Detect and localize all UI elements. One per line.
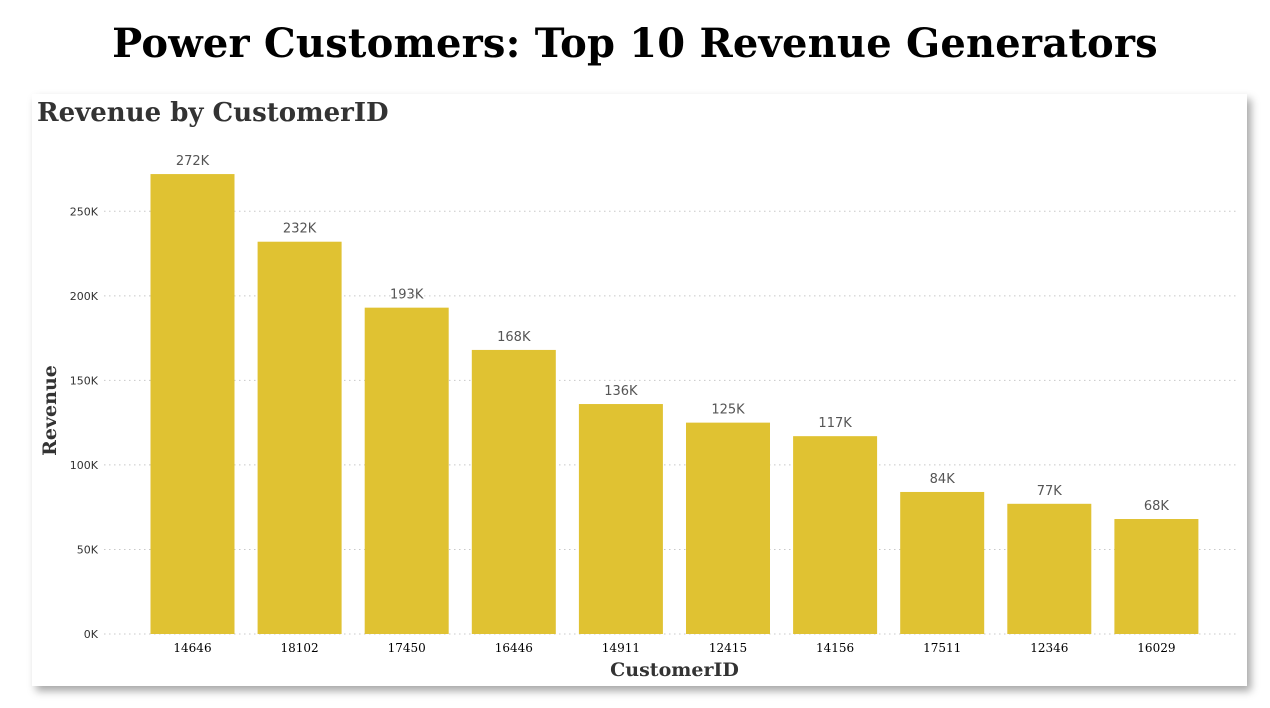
bar-14156[interactable]: [793, 436, 878, 634]
data-label: 77K: [1037, 484, 1063, 499]
y-tick-label: 150K: [70, 374, 99, 387]
bar-12415[interactable]: [686, 422, 770, 634]
y-tick-label: 100K: [70, 459, 99, 472]
bar-14911[interactable]: [578, 404, 663, 634]
x-axis-ticks: 14646 18102 17450 16446 14911 12415 14156 17511…: [173, 641, 1175, 655]
x-tick-label: 12346: [1030, 641, 1068, 655]
x-tick-label: 14156: [816, 641, 854, 655]
data-label: 125K: [711, 403, 745, 418]
bar-14646[interactable]: [150, 174, 235, 634]
bars: [150, 174, 1199, 634]
x-tick-label: 17511: [923, 641, 961, 655]
data-label: 84K: [930, 472, 956, 487]
bar-16446[interactable]: [471, 349, 556, 634]
bar-16029[interactable]: [1114, 519, 1199, 634]
bar-17450[interactable]: [364, 307, 449, 634]
bar-12346[interactable]: [1007, 503, 1092, 634]
data-labels: 272K 232K 193K 168K 136K 125K 117K 84K 77K 68K: [176, 154, 1170, 514]
bar-18102[interactable]: [257, 241, 342, 634]
data-label: 168K: [497, 330, 531, 345]
data-label: 272K: [176, 154, 210, 169]
data-label: 136K: [604, 384, 638, 399]
x-axis-title: CustomerID: [610, 659, 739, 681]
y-axis-ticks: 0K 50K 100K 150K 200K 250K: [70, 205, 99, 641]
bar-chart: 0K 50K 100K 150K 200K 250K 272K 232K 193K 168K 13…: [39, 154, 1239, 681]
x-tick-label: 12415: [709, 641, 747, 655]
x-tick-label: 18102: [281, 641, 319, 655]
y-axis-title: Revenue: [39, 365, 61, 456]
x-tick-label: 16446: [495, 641, 533, 655]
x-tick-label: 17450: [388, 641, 426, 655]
y-tick-label: 250K: [70, 205, 99, 218]
data-label: 193K: [390, 288, 424, 303]
chart-title: Revenue by CustomerID: [37, 98, 389, 128]
chart-card: Revenue by CustomerID 0K 50K 100K 150K 200K 2…: [32, 94, 1247, 686]
data-label: 232K: [283, 222, 317, 237]
page-title: Power Customers: Top 10 Revenue Generato…: [112, 20, 1158, 67]
data-label: 117K: [818, 416, 852, 431]
x-tick-label: 16029: [1137, 641, 1175, 655]
y-tick-label: 0K: [84, 628, 99, 641]
x-tick-label: 14911: [602, 641, 640, 655]
data-label: 68K: [1144, 499, 1170, 514]
bar-17511[interactable]: [900, 491, 985, 634]
y-tick-label: 200K: [70, 290, 99, 303]
x-tick-label: 14646: [173, 641, 211, 655]
y-tick-label: 50K: [77, 543, 99, 556]
